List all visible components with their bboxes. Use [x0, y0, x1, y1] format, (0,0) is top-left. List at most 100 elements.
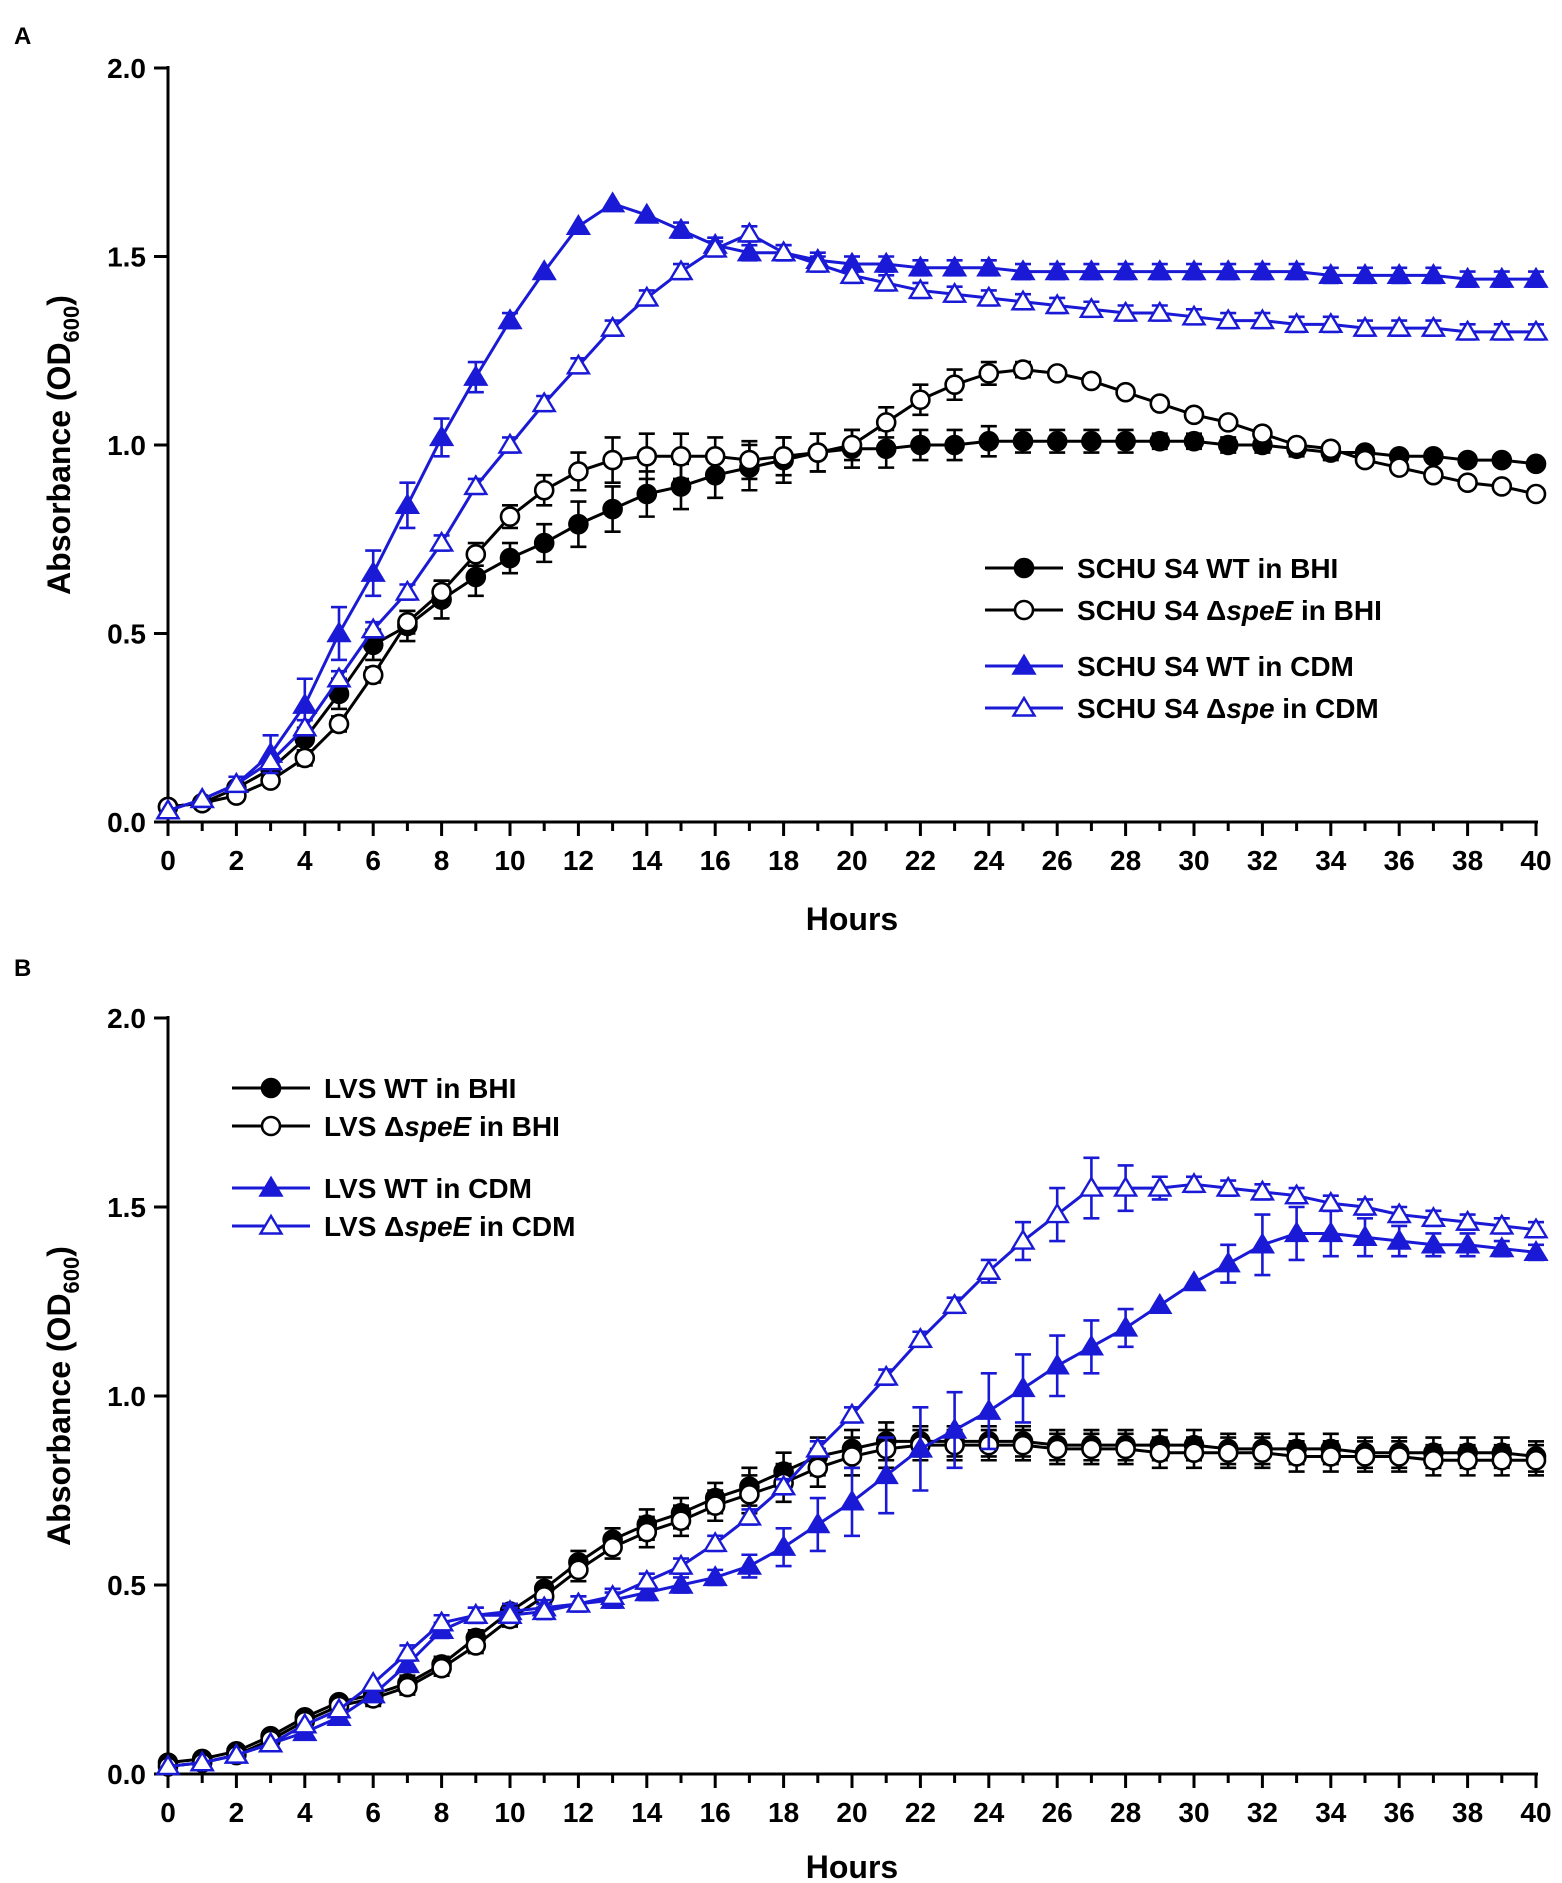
panel-a-data-point	[704, 446, 726, 467]
panel-b-legend-item: LVS ΔspeE in CDM	[232, 1211, 575, 1242]
panel-b-data-point	[1523, 1217, 1549, 1239]
panel-a-data-point	[465, 566, 487, 588]
panel-b-x-tick-label: 12	[563, 1797, 594, 1828]
panel-b-data-point	[907, 1326, 934, 1349]
panel-a-legend-label: SCHU S4 WT in BHI	[1077, 553, 1338, 584]
panel-a-data-point	[1283, 259, 1310, 281]
panel-a-data-point	[978, 363, 1000, 384]
panel-a-data-point	[223, 771, 250, 793]
panel-b-y-axis-title-sub: 600	[59, 1257, 84, 1294]
panel-a-data-point	[568, 513, 589, 535]
panel-b-x-tick-label: 40	[1520, 1797, 1551, 1828]
panel-a-data-point	[1420, 263, 1447, 285]
panel-b-data-point	[941, 1417, 968, 1439]
panel-b-data-point	[1044, 1202, 1070, 1224]
panel-a-data-point	[805, 251, 831, 273]
panel-b-y-tick-label: 0.0	[107, 1759, 146, 1790]
panel-a-data-point	[1147, 300, 1173, 322]
panel-b-data-point	[1420, 1232, 1447, 1254]
panel-b-legend-item: LVS WT in BHI	[232, 1073, 516, 1104]
panel-a-data-point	[1147, 259, 1173, 281]
panel-a-x-tick-label: 14	[631, 845, 663, 876]
panel-a-data-point	[1215, 308, 1241, 330]
panel-a-data-point	[634, 285, 660, 307]
panel-b-y-axis-title-main: Absorbance (OD	[41, 1293, 77, 1545]
panel-b-data-point	[736, 1553, 763, 1575]
panel-a-data-point	[1386, 263, 1412, 285]
panel-a-data-point	[1489, 319, 1515, 341]
panel-a-data-point	[463, 364, 489, 386]
panel-a-data-point	[155, 798, 181, 820]
panel-b-x-tick-label: 24	[973, 1797, 1005, 1828]
panel-b-data-point	[1249, 1232, 1276, 1254]
panel-b-data-point	[428, 1610, 455, 1632]
panel-b-data-point	[465, 1635, 487, 1656]
panel-a-data-point	[1112, 259, 1139, 281]
panel-b-data-point	[1386, 1202, 1412, 1224]
panel-b-data-point	[1352, 1224, 1378, 1246]
panel-b-y-tick-label: 1.5	[107, 1192, 146, 1223]
panel-a-data-point	[1388, 457, 1410, 478]
panel-b-data-point	[1112, 1175, 1139, 1197]
panel-b-data-point	[1181, 1171, 1207, 1194]
panel-a-data-point	[292, 715, 318, 737]
panel-a-data-point	[907, 278, 934, 300]
panel-a-data-point	[1046, 430, 1068, 452]
panel-b-data-point	[1081, 1438, 1102, 1460]
panel-b-data-point	[1388, 1446, 1410, 1467]
panel-b-x-tick-label: 16	[700, 1797, 731, 1828]
panel-a-data-point	[533, 479, 555, 501]
panel-a-data-point	[976, 285, 1002, 307]
panel-a-data-point	[770, 240, 797, 262]
panel-a-data-point	[294, 747, 316, 769]
panel-a-data-point	[1523, 319, 1549, 341]
panel-b-data-point	[1010, 1228, 1036, 1250]
panel-a-data-point	[910, 389, 931, 411]
panel-a-data-point	[634, 202, 660, 224]
panel-b-legend-item: LVS ΔspeE in BHI	[232, 1111, 560, 1142]
panel-a-legend-item: SCHU S4 WT in BHI	[985, 553, 1338, 584]
panel-a-data-point	[1252, 423, 1273, 444]
panel-a-data-point	[1183, 430, 1205, 452]
panel-a-y-axis-title-main: Absorbance (OD	[41, 342, 77, 594]
panel-b-x-tick-label: 32	[1247, 1797, 1278, 1828]
panel-b-data-point	[1386, 1228, 1412, 1250]
panel-a-data-point	[1183, 404, 1205, 426]
panel-a-x-tick-label: 36	[1384, 845, 1415, 876]
panel-a-data-point	[702, 236, 728, 258]
panel-a-data-point	[841, 434, 863, 456]
panel-a-data-point	[976, 255, 1002, 277]
panel-a-legend-label-pre: SCHU S4 WT in CDM	[1077, 651, 1354, 682]
panel-a-data-point	[875, 412, 897, 433]
panel-b-y-tick-label: 2.0	[107, 1003, 146, 1034]
panel-a-data-point	[1420, 315, 1447, 337]
panel-a-legend-item: SCHU S4 WT in CDM	[985, 651, 1354, 682]
panel-a-chart: A0.00.51.01.52.00 2 4 6 8 10 12 14 16 18 20 22 24 26 2…	[14, 23, 1552, 937]
panel-b-x-tick-label: 8	[434, 1797, 450, 1828]
panel-a-data-point	[736, 221, 763, 243]
panel-a-data-point	[531, 391, 557, 413]
panel-a-data-point	[1454, 319, 1481, 341]
panel-a-data-point	[736, 240, 763, 262]
panel-b-legend-label: LVS ΔspeE in CDM	[324, 1211, 575, 1242]
panel-a-data-point	[1457, 449, 1478, 471]
panel-b-x-tick-label: 20	[836, 1797, 867, 1828]
panel-b-data-point	[976, 1398, 1002, 1420]
panel-a-data-point	[602, 498, 623, 520]
panel-b-data-point	[292, 1712, 318, 1734]
panel-b-data-point	[736, 1504, 763, 1526]
panel-b-x-tick-label: 18	[768, 1797, 799, 1828]
panel-b-data-point	[1283, 1221, 1310, 1243]
panel-b-legend-label-post: in CDM	[471, 1211, 575, 1242]
panel-a-x-tick-label: 0	[160, 845, 176, 876]
panel-b-data-point	[702, 1565, 728, 1587]
panel-b-data-point	[394, 1652, 421, 1674]
panel-a-data-point	[1078, 259, 1105, 281]
panel-a-y-axis-title-sub: 600	[59, 306, 84, 343]
panel-a-x-tick-label: 32	[1247, 845, 1278, 876]
panel-b-x-tick-label: 14	[631, 1797, 663, 1828]
panel-b-data-point	[189, 1750, 215, 1772]
panel-b-data-point	[1423, 1449, 1444, 1471]
panel-b-data-point	[568, 1559, 589, 1581]
